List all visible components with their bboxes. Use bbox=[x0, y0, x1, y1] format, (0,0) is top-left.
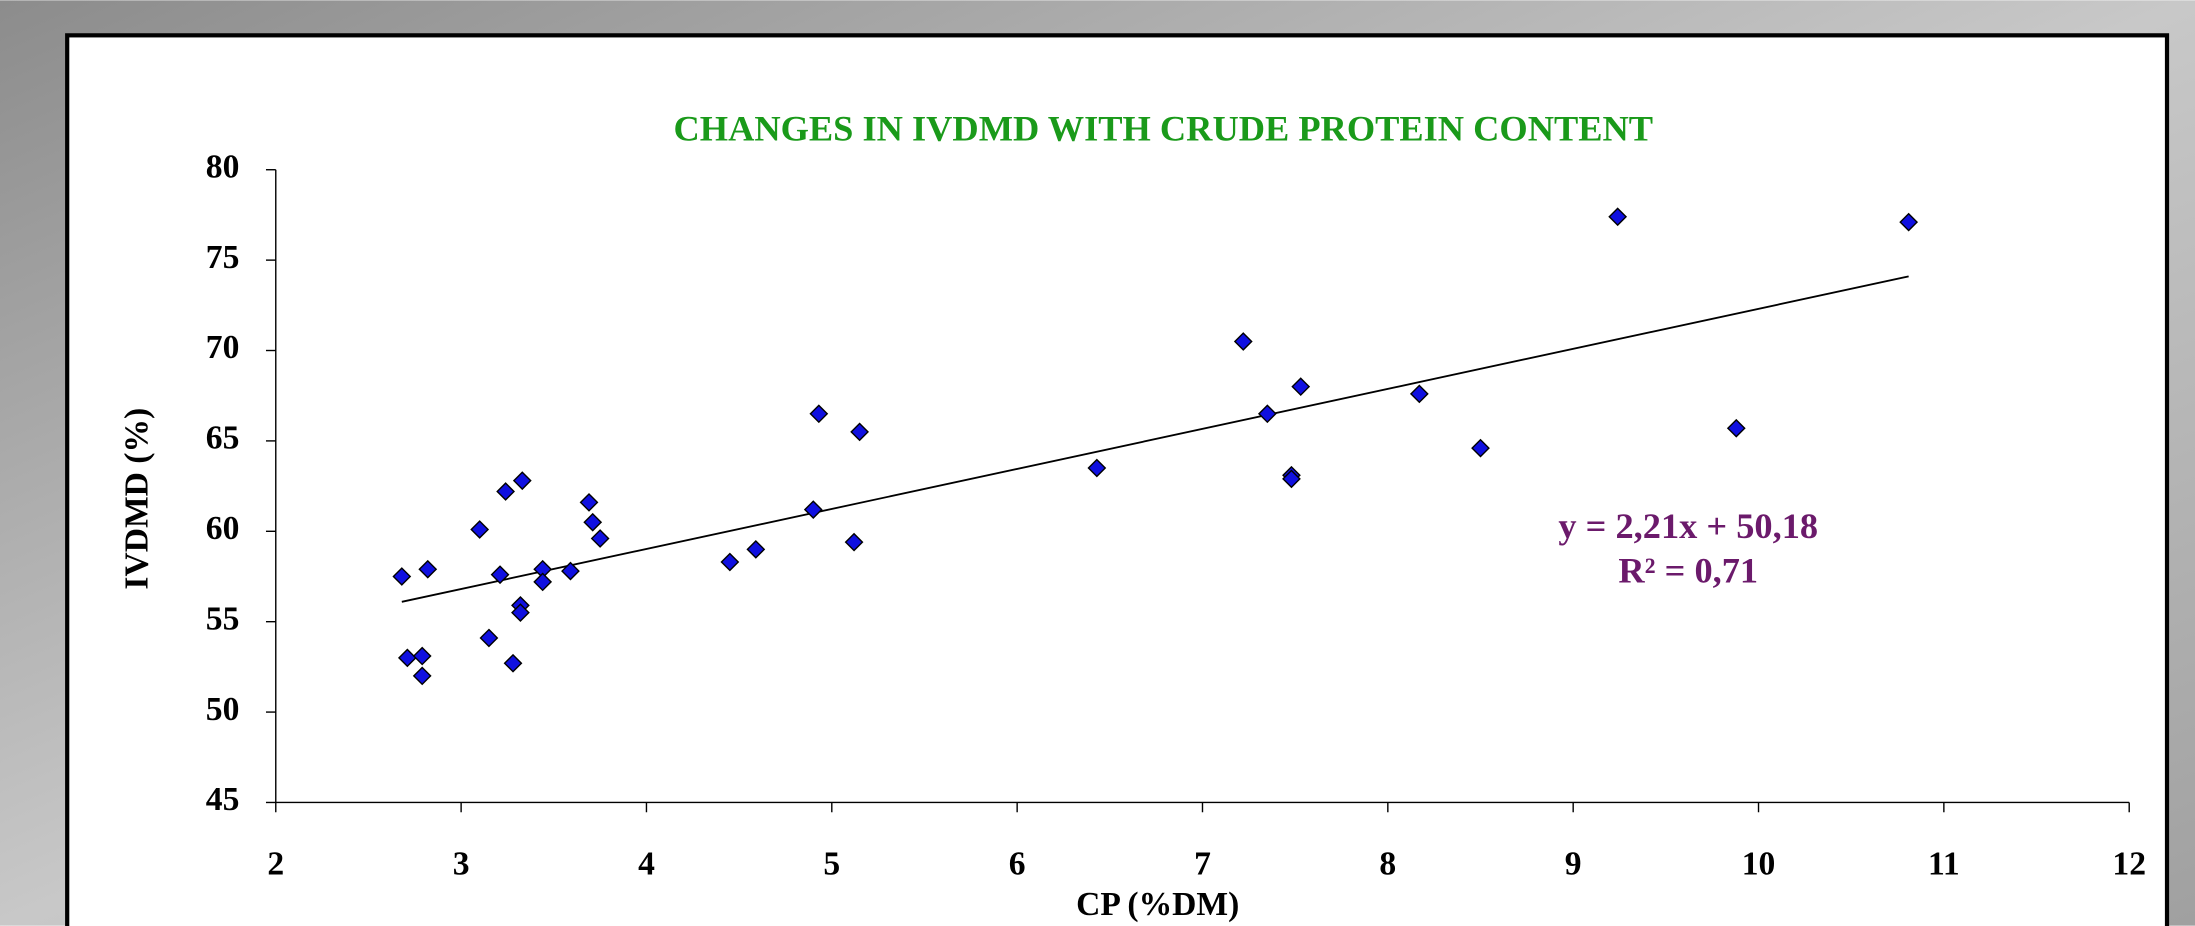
point bbox=[1257, 404, 1277, 424]
point bbox=[1726, 418, 1746, 438]
y-tick-label: 80 bbox=[206, 148, 240, 185]
chart-title: CHANGES IN IVDMD WITH CRUDE PROTEIN CONT… bbox=[674, 108, 1654, 148]
y-tick-label: 70 bbox=[206, 329, 240, 366]
point bbox=[511, 603, 530, 623]
x-tick-label: 8 bbox=[1379, 846, 1396, 883]
equation: y = 2,21x + 50,18 bbox=[1558, 506, 1818, 546]
point bbox=[1282, 469, 1301, 489]
y-tick-label: 60 bbox=[206, 510, 240, 547]
y-axis-label: IVDMD (%) bbox=[119, 408, 156, 590]
point bbox=[533, 572, 553, 592]
x-tick-label: 5 bbox=[823, 846, 840, 883]
point bbox=[746, 539, 766, 559]
x-tick-label: 6 bbox=[1009, 846, 1026, 883]
x-tick-label: 4 bbox=[638, 846, 655, 883]
chart-panel bbox=[65, 33, 2170, 926]
point bbox=[844, 532, 864, 552]
point bbox=[850, 422, 869, 442]
x-tick-label: 10 bbox=[1742, 846, 1776, 883]
point bbox=[392, 567, 412, 586]
trendline bbox=[401, 275, 1909, 603]
point bbox=[720, 552, 740, 572]
x-axis-label: CP (%DM) bbox=[1076, 886, 1239, 923]
point bbox=[496, 482, 515, 501]
point bbox=[579, 492, 599, 512]
point bbox=[1471, 438, 1490, 458]
y-tick-label: 55 bbox=[206, 600, 240, 637]
point bbox=[583, 512, 603, 532]
y-tick-label: 45 bbox=[206, 781, 240, 818]
x-tick-label: 3 bbox=[453, 846, 470, 883]
point bbox=[1409, 384, 1429, 404]
point bbox=[470, 520, 490, 539]
point bbox=[803, 500, 823, 519]
point bbox=[418, 559, 438, 579]
point bbox=[412, 646, 432, 666]
x-tick-label: 7 bbox=[1194, 846, 1211, 883]
y-tick-label: 65 bbox=[206, 420, 240, 457]
x-tick-label: 2 bbox=[267, 846, 284, 883]
point bbox=[397, 648, 417, 668]
y-tick-label: 50 bbox=[206, 691, 240, 728]
point bbox=[1291, 377, 1311, 397]
point bbox=[503, 653, 523, 673]
point bbox=[590, 529, 610, 548]
point bbox=[412, 666, 432, 686]
point bbox=[1233, 332, 1253, 351]
x-tick-label: 9 bbox=[1565, 846, 1582, 883]
y-tick-label: 75 bbox=[206, 239, 240, 276]
point bbox=[512, 471, 532, 491]
point bbox=[561, 561, 580, 581]
x-tick-label: 12 bbox=[2112, 846, 2146, 883]
point bbox=[490, 565, 510, 585]
x-tick-label: 11 bbox=[1928, 846, 1960, 883]
point bbox=[1899, 212, 1919, 232]
r-squared: R² = 0,71 bbox=[1618, 551, 1758, 591]
point bbox=[1608, 207, 1628, 227]
point bbox=[809, 404, 829, 424]
point bbox=[1087, 458, 1107, 478]
point bbox=[479, 628, 499, 648]
